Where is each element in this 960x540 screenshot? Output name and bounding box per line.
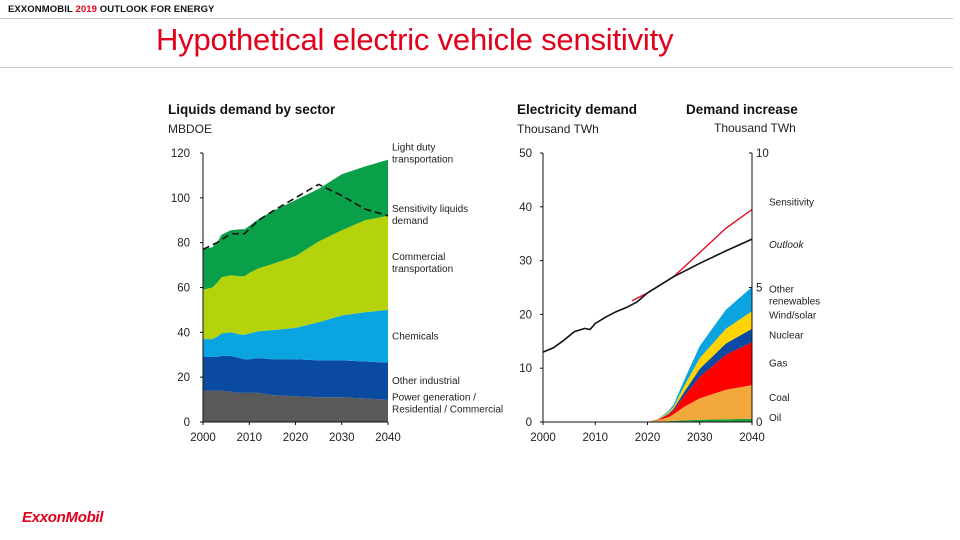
y-right-tick-label: 10 <box>756 148 769 160</box>
exxonmobil-logo: ExxonMobil <box>22 509 104 526</box>
x-tick-label: 2010 <box>236 432 262 444</box>
label-commercial-transportation: Commercial <box>392 252 445 263</box>
y-tick-label: 20 <box>519 309 532 321</box>
label-oil: Oil <box>769 413 781 424</box>
header-year: 2019 <box>75 4 97 15</box>
y-tick-label: 40 <box>519 202 532 214</box>
liquids-chart-title: Liquids demand by sector <box>168 102 336 117</box>
area-wind-solar <box>647 311 752 422</box>
label-power-generation-residential-commercial: Residential / Commercial <box>392 405 503 416</box>
header-divider <box>0 18 953 19</box>
report-header: EXXONMOBIL 2019 OUTLOOK FOR ENERGY <box>8 4 215 15</box>
header-brand: EXXONMOBIL <box>8 4 73 15</box>
label-outlook: Outlook <box>769 240 804 251</box>
y-tick-label: 10 <box>519 363 532 375</box>
y-right-tick-label: 5 <box>756 283 762 295</box>
area-light-duty-transportation <box>203 159 388 290</box>
area-gas <box>647 342 752 422</box>
label-other-industrial: Other industrial <box>392 376 460 387</box>
y-tick-label: 50 <box>519 148 532 160</box>
liquids-chart-unit: MBDOE <box>168 122 212 136</box>
demand-increase-unit: Thousand TWh <box>714 121 796 135</box>
label-other-renewables: Other <box>769 284 795 295</box>
label-light-duty-transportation: Light duty <box>392 143 435 154</box>
area-chemicals <box>203 309 388 363</box>
demand-increase-title: Demand increase <box>686 102 798 117</box>
x-tick-label: 2030 <box>687 432 713 444</box>
x-tick-label: 2020 <box>635 432 661 444</box>
x-tick-label: 2030 <box>329 432 355 444</box>
y-tick-label: 0 <box>526 417 532 429</box>
label-commercial-transportation: transportation <box>392 264 453 275</box>
header-outlook: OUTLOOK FOR ENERGY <box>99 4 215 15</box>
area-other-industrial <box>203 355 388 400</box>
y-tick-label: 40 <box>177 327 190 339</box>
y-right-tick-label: 0 <box>756 417 762 429</box>
label-power-generation-residential-commercial: Power generation / <box>392 393 476 404</box>
line-outlook <box>542 238 753 353</box>
label-coal: Coal <box>769 393 790 404</box>
label-sensitivity-liquids-demand: demand <box>392 216 428 227</box>
x-tick-label: 2020 <box>283 432 309 444</box>
line-sensitivity <box>631 208 753 302</box>
label-chemicals: Chemicals <box>392 331 439 342</box>
y-tick-label: 80 <box>177 238 190 250</box>
label-wind-solar: Wind/solar <box>769 310 817 321</box>
area-coal <box>647 385 752 422</box>
area-commercial-transportation <box>203 215 388 340</box>
y-tick-label: 20 <box>177 372 190 384</box>
electricity-chart-title: Electricity demand <box>517 102 637 117</box>
y-tick-label: 120 <box>171 148 190 160</box>
y-tick-label: 0 <box>184 417 190 429</box>
area-oil <box>647 418 752 422</box>
x-tick-label: 2010 <box>582 432 608 444</box>
x-tick-label: 2040 <box>739 432 765 444</box>
x-tick-label: 2000 <box>530 432 556 444</box>
area-power-generation-residential-commercial <box>203 390 388 422</box>
area-nuclear <box>647 328 752 422</box>
label-light-duty-transportation: transportation <box>392 155 453 166</box>
page-title: Hypothetical electric vehicle sensitivit… <box>156 22 674 57</box>
label-sensitivity: Sensitivity <box>769 197 814 208</box>
label-sensitivity-liquids-demand: Sensitivity liquids <box>392 204 468 215</box>
x-tick-label: 2040 <box>375 432 401 444</box>
label-gas: Gas <box>769 359 787 370</box>
y-tick-label: 30 <box>519 256 532 268</box>
x-tick-label: 2000 <box>190 432 216 444</box>
y-tick-label: 100 <box>171 193 190 205</box>
label-other-renewables: renewables <box>769 296 820 307</box>
electricity-chart-unit: Thousand TWh <box>517 122 599 136</box>
y-tick-label: 60 <box>177 283 190 295</box>
area-other-renewables <box>647 287 752 422</box>
label-nuclear: Nuclear <box>769 330 804 341</box>
line-sensitivity-liquids-demand <box>202 183 389 251</box>
title-divider <box>0 67 953 68</box>
